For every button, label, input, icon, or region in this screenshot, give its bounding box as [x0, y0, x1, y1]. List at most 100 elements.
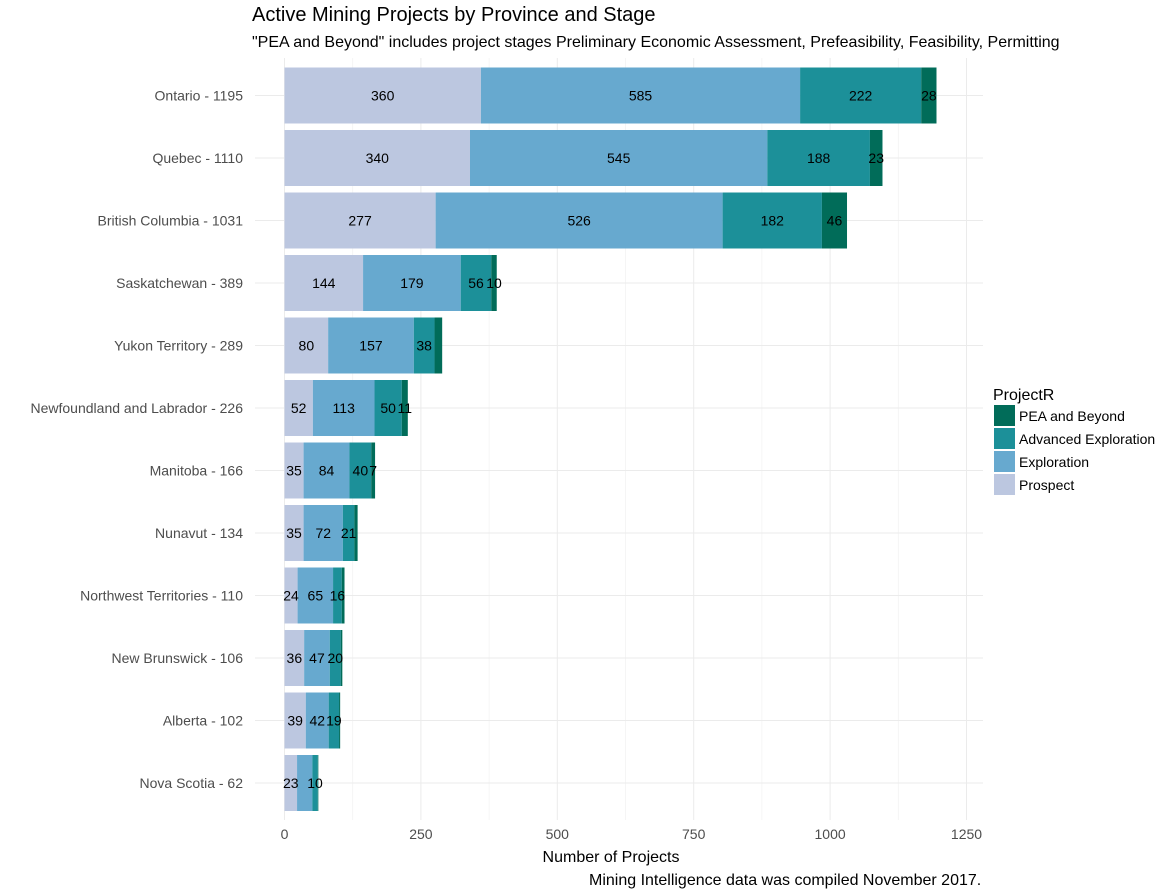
- y-tick-label: Alberta - 102: [163, 713, 243, 729]
- legend-label: PEA and Beyond: [1019, 408, 1125, 424]
- bar-segment: [767, 130, 870, 186]
- data-label: 11: [398, 400, 413, 416]
- legend-title: ProjectR: [993, 387, 1054, 404]
- data-label: 144: [312, 275, 336, 291]
- bar-segment: [297, 567, 334, 624]
- data-label: 40: [353, 463, 369, 479]
- bar-segment: [328, 317, 414, 374]
- data-label: 24: [283, 588, 299, 604]
- data-label: 113: [333, 400, 356, 416]
- legend-label: Exploration: [1019, 454, 1089, 470]
- x-axis-title: Number of Projects: [543, 849, 680, 866]
- y-tick-label: Quebec - 1110: [152, 150, 243, 166]
- legend-swatch: [994, 474, 1015, 495]
- bar-segment: [800, 67, 922, 124]
- bar-segment: [284, 630, 305, 686]
- bar-segment: [312, 380, 375, 436]
- legend-swatch: [994, 405, 1015, 426]
- y-tick-label: Manitoba - 166: [150, 463, 244, 479]
- chart-title: Active Mining Projects by Province and S…: [252, 4, 656, 26]
- bar-segment: [354, 505, 358, 561]
- y-axis: Ontario - 1195 Quebec - 1110 British Colum…: [31, 88, 244, 792]
- bar-segment: [342, 505, 355, 561]
- legend-label: Advanced Exploration: [1019, 431, 1155, 447]
- data-label: 52: [291, 400, 307, 416]
- data-label: 35: [286, 463, 302, 479]
- bar-segment: [284, 130, 471, 186]
- x-tick-label: 250: [409, 826, 433, 842]
- y-tick-label: British Columbia - 1031: [97, 213, 243, 229]
- data-label: 84: [319, 463, 335, 479]
- data-label: 42: [309, 713, 325, 729]
- data-label: 545: [607, 150, 631, 166]
- data-label: 222: [849, 88, 873, 104]
- data-label: 277: [348, 213, 372, 229]
- legend-swatch: [994, 428, 1015, 449]
- chart-subtitle: "PEA and Beyond" includes project stages…: [252, 34, 1060, 51]
- data-label: 188: [807, 150, 831, 166]
- bar-segment: [921, 67, 937, 124]
- bar-segment: [317, 755, 319, 811]
- y-tick-label: Nunavut - 134: [155, 525, 243, 541]
- data-label: 23: [868, 150, 884, 166]
- bar-segment: [333, 567, 342, 624]
- bar-segment: [374, 380, 402, 436]
- data-label: 585: [629, 88, 653, 104]
- bar-segment: [284, 317, 329, 374]
- bar-segment: [284, 67, 481, 124]
- bar-segment: [340, 630, 343, 686]
- data-label: 56: [468, 275, 484, 291]
- data-label: 38: [416, 338, 432, 354]
- data-label: 39: [287, 713, 303, 729]
- data-label: 340: [366, 150, 390, 166]
- bar-segment: [284, 442, 304, 499]
- data-label: 65: [308, 588, 324, 604]
- data-label: 360: [371, 88, 395, 104]
- bar-segment: [305, 692, 329, 749]
- bar-segment: [491, 255, 497, 311]
- bar-segment: [371, 442, 376, 499]
- bar-segment: [284, 380, 313, 436]
- data-label: 10: [486, 275, 502, 291]
- bar-segment: [284, 567, 298, 624]
- bar-segment: [284, 755, 298, 811]
- bar-segment: [284, 192, 436, 249]
- data-label: 50: [380, 400, 396, 416]
- chart-caption: Mining Intelligence data was compiled No…: [589, 872, 982, 889]
- bar-segment: [480, 67, 801, 124]
- bar-segment: [303, 442, 350, 499]
- bars: [284, 67, 937, 811]
- y-tick-label: Ontario - 1195: [155, 88, 244, 104]
- data-label: 7: [369, 463, 377, 479]
- data-label: 46: [827, 213, 843, 229]
- x-axis: 0 250 500 750 1000 1250: [281, 826, 983, 842]
- data-label: 21: [341, 525, 357, 541]
- bar-segment: [284, 505, 304, 561]
- bar-segment: [435, 192, 723, 249]
- bar-segment: [328, 692, 340, 749]
- bar-segment: [470, 130, 768, 186]
- bar-segment: [349, 442, 372, 499]
- data-label: 19: [326, 713, 342, 729]
- bar-segment: [312, 755, 318, 811]
- data-label: 47: [309, 650, 325, 666]
- bar-segment: [821, 192, 848, 249]
- y-tick-label: Nova Scotia - 62: [140, 775, 244, 791]
- data-label: 16: [330, 588, 346, 604]
- y-tick-label: Newfoundland and Labrador - 226: [31, 400, 244, 416]
- bar-segment: [329, 630, 341, 686]
- data-label: 157: [359, 338, 383, 354]
- y-tick-label: Yukon Territory - 289: [114, 338, 243, 354]
- bar-labels: 360 585 222 28 340 545 188 23 277 526 182 46 144 179 5…: [283, 88, 937, 792]
- data-label: 10: [307, 775, 323, 791]
- bar-segment: [722, 192, 822, 249]
- bar-segment: [363, 255, 461, 311]
- data-label: 179: [400, 275, 424, 291]
- x-tick-label: 1250: [951, 826, 982, 842]
- bar-segment: [339, 692, 341, 749]
- data-label: 36: [287, 650, 303, 666]
- y-tick-label: New Brunswick - 106: [112, 650, 244, 666]
- data-label: 526: [567, 213, 591, 229]
- bar-segment: [284, 255, 364, 311]
